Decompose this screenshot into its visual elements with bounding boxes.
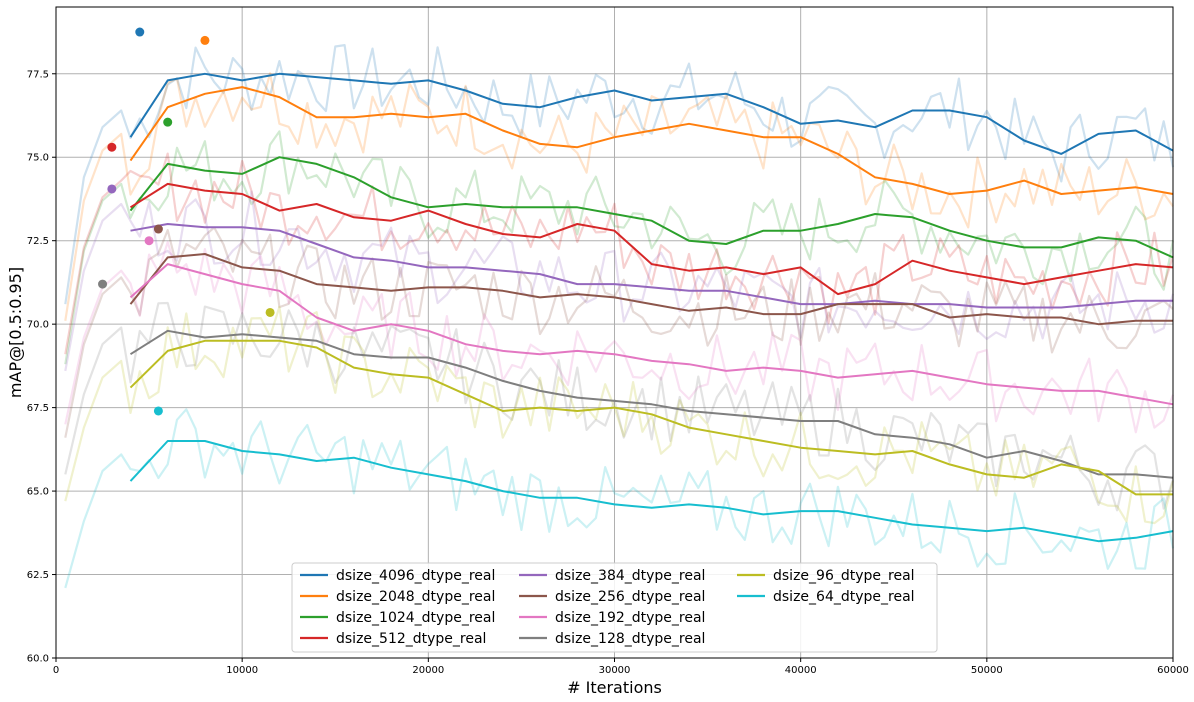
y-axis-label: mAP@[0.5:0.95] (6, 267, 25, 398)
x-tick-label: 30000 (599, 665, 631, 676)
legend-item: dsize_512_dtype_real (300, 631, 486, 647)
peak-marker-dsize-2048-dtype-real (200, 35, 210, 45)
legend-item: dsize_2048_dtype_real (300, 589, 495, 605)
legend-label: dsize_512_dtype_real (336, 631, 486, 647)
x-tick-label: 20000 (412, 665, 444, 676)
raw-line-dsize-64-dtype-real (64, 408, 1175, 589)
y-tick-label: 72.5 (27, 236, 49, 247)
x-tick-label: 0 (53, 665, 59, 676)
series-line-dsize-1024-dtype-real (129, 156, 1174, 259)
raw-line-dsize-2048-dtype-real (64, 72, 1174, 321)
series-line-dsize-128-dtype-real (129, 329, 1174, 479)
x-tick-label: 60000 (1157, 665, 1189, 676)
peak-marker-dsize-512-dtype-real (107, 142, 117, 152)
legend-item: dsize_96_dtype_real (737, 568, 915, 584)
series-line-dsize-2048-dtype-real (129, 86, 1174, 195)
y-tick-label: 65.0 (27, 487, 49, 498)
peak-markers-layer (98, 27, 275, 416)
peak-marker-dsize-384-dtype-real (107, 184, 117, 194)
series-line-dsize-64-dtype-real (129, 440, 1174, 543)
legend-label: dsize_256_dtype_real (555, 589, 705, 605)
peak-marker-dsize-96-dtype-real (265, 307, 275, 317)
x-axis-label: # Iterations (567, 678, 662, 697)
legend-label: dsize_384_dtype_real (555, 568, 705, 584)
peak-marker-dsize-64-dtype-real (153, 406, 163, 416)
legend-label: dsize_192_dtype_real (555, 610, 705, 626)
peak-marker-dsize-4096-dtype-real (135, 27, 145, 37)
series-line-dsize-384-dtype-real (130, 223, 1173, 309)
x-tick-label: 10000 (226, 665, 258, 676)
peak-marker-dsize-128-dtype-real (98, 279, 108, 289)
legend: dsize_4096_dtype_real dsize_2048_dtype_re… (291, 562, 938, 653)
y-tick-label: 75.0 (27, 153, 49, 164)
peak-marker-dsize-1024-dtype-real (163, 117, 173, 127)
raw-series-layer (64, 44, 1175, 589)
series-line-dsize-512-dtype-real (129, 182, 1174, 296)
series-line-dsize-192-dtype-real (129, 263, 1174, 406)
smoothed-series-layer (129, 72, 1174, 543)
legend-item: dsize_256_dtype_real (519, 589, 705, 605)
series-line-dsize-4096-dtype-real (129, 72, 1174, 155)
legend-label: dsize_2048_dtype_real (336, 589, 495, 605)
peak-marker-dsize-192-dtype-real (144, 236, 154, 246)
legend-item: dsize_1024_dtype_real (300, 610, 495, 626)
raw-line-dsize-1024-dtype-real (64, 130, 1175, 365)
y-tick-label: 67.5 (27, 403, 49, 414)
series-line-dsize-96-dtype-real (129, 339, 1173, 496)
legend-label: dsize_128_dtype_real (555, 631, 705, 647)
raw-line-dsize-96-dtype-real (64, 305, 1175, 525)
series-line-dsize-256-dtype-real (129, 253, 1173, 326)
legend-item: dsize_4096_dtype_real (300, 568, 495, 584)
peak-marker-dsize-256-dtype-real (153, 224, 163, 234)
legend-item: dsize_128_dtype_real (519, 631, 705, 647)
legend-label: dsize_96_dtype_real (773, 568, 915, 584)
raw-line-dsize-128-dtype-real (64, 301, 1175, 512)
legend-label: dsize_1024_dtype_real (336, 610, 495, 626)
x-tick-label: 40000 (785, 665, 817, 676)
y-tick-label: 62.5 (27, 570, 49, 581)
raw-line-dsize-384-dtype-real (64, 190, 1175, 372)
legend-box (291, 562, 938, 653)
x-tick-label: 50000 (971, 665, 1003, 676)
legend-label: dsize_64_dtype_real (773, 589, 915, 605)
y-tick-label: 70.0 (27, 320, 49, 331)
raw-line-dsize-256-dtype-real (64, 226, 1174, 438)
y-tick-label: 77.5 (27, 69, 49, 80)
legend-label: dsize_4096_dtype_real (336, 568, 495, 584)
legend-item: dsize_64_dtype_real (737, 589, 915, 605)
axis-ticks: 0 10000 20000 30000 40000 50000 60000 60.0 62.5 6… (27, 69, 1189, 676)
legend-item: dsize_192_dtype_real (519, 610, 705, 626)
y-tick-label: 60.0 (27, 654, 49, 665)
legend-item: dsize_384_dtype_real (519, 568, 705, 584)
raw-line-dsize-192-dtype-real (64, 241, 1175, 434)
